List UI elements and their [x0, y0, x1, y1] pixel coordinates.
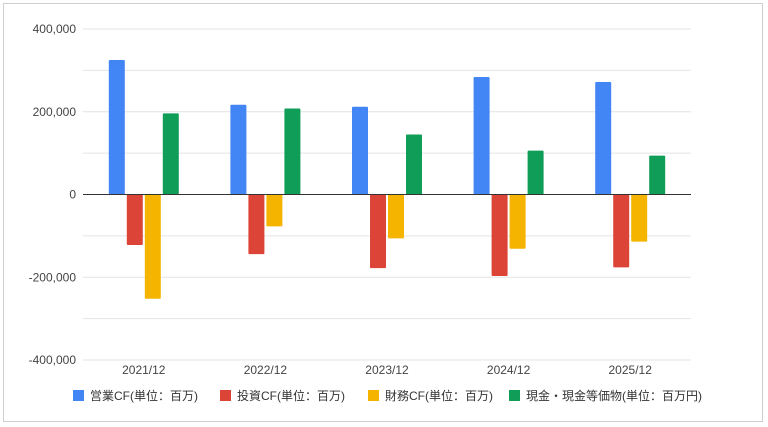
- bar-s3-c2: [406, 134, 422, 195]
- bar-s2-c0: [144, 194, 161, 299]
- bar-s2-c3: [509, 194, 526, 249]
- bar-s0-c0: [108, 60, 125, 195]
- legend-swatch-2: [368, 390, 379, 401]
- legend-swatch-1: [220, 390, 231, 401]
- legend: 営業CF(単位：百万) 投資CF(単位：百万) 財務CF(単位：百万) 現金・現金等価…: [73, 388, 702, 403]
- bar-s2-c4: [631, 194, 648, 242]
- bar-s2-c1: [266, 194, 283, 227]
- bar-s1-c0: [126, 194, 143, 245]
- legend-swatch-3: [509, 390, 520, 401]
- bar-s0-c2: [352, 106, 368, 195]
- bar-s0-c4: [595, 81, 612, 195]
- bar-s1-c1: [248, 194, 265, 255]
- x-tick-label-2: 2023/12: [365, 363, 409, 377]
- bar-s3-c1: [284, 108, 301, 195]
- bar-s1-c3: [491, 194, 508, 277]
- x-tick-label-4: 2025/12: [609, 363, 653, 377]
- y-tick-label-3: -200,000: [29, 270, 77, 284]
- legend-label-3: 現金・現金等価物(単位：百万円): [526, 388, 702, 403]
- y-tick-label-1: 200,000: [33, 105, 77, 119]
- bars: [108, 60, 666, 299]
- bar-s1-c4: [613, 194, 630, 268]
- legend-label-1: 投資CF(単位：百万): [237, 388, 345, 403]
- grid-lines: [83, 28, 691, 361]
- x-tick-label-1: 2022/12: [244, 363, 288, 377]
- bar-s0-c1: [230, 104, 247, 195]
- x-tick-label-3: 2024/12: [487, 363, 531, 377]
- y-tick-label-0: 400,000: [33, 22, 77, 36]
- bar-s2-c2: [388, 194, 404, 239]
- x-tick-label-0: 2021/12: [122, 363, 166, 377]
- bar-s0-c3: [473, 76, 490, 195]
- x-axis-tick-labels: 2021/12 2022/12 2023/12 2024/12 2025/12: [122, 363, 652, 377]
- y-tick-label-4: -400,000: [29, 353, 77, 367]
- legend-label-0: 営業CF(単位：百万): [90, 388, 198, 403]
- legend-swatch-0: [73, 390, 84, 401]
- bar-s1-c2: [370, 194, 386, 269]
- y-axis-tick-labels: 400,000 200,000 0 -200,000 -400,000: [29, 22, 77, 367]
- bar-s3-c3: [527, 150, 544, 195]
- bar-s3-c4: [649, 155, 666, 195]
- bar-s3-c0: [162, 113, 179, 195]
- y-tick-label-2: 0: [69, 188, 76, 202]
- legend-label-2: 財務CF(単位：百万): [385, 388, 493, 403]
